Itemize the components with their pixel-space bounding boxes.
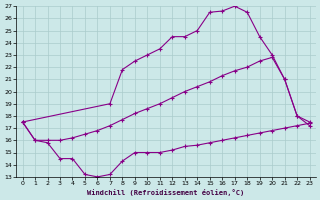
X-axis label: Windchill (Refroidissement éolien,°C): Windchill (Refroidissement éolien,°C) xyxy=(87,189,245,196)
